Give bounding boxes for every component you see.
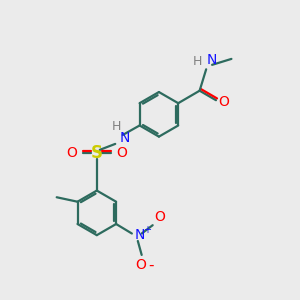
Text: -: - [148,257,154,272]
Text: H: H [112,120,122,133]
Text: O: O [135,258,146,272]
Text: O: O [154,210,165,224]
Text: N: N [120,131,130,145]
Text: O: O [218,95,229,109]
Text: O: O [66,146,77,161]
Text: O: O [116,146,127,161]
Text: H: H [193,55,203,68]
Text: +: + [143,225,151,235]
Text: N: N [207,53,217,67]
Text: N: N [135,228,145,242]
Text: S: S [91,144,103,162]
